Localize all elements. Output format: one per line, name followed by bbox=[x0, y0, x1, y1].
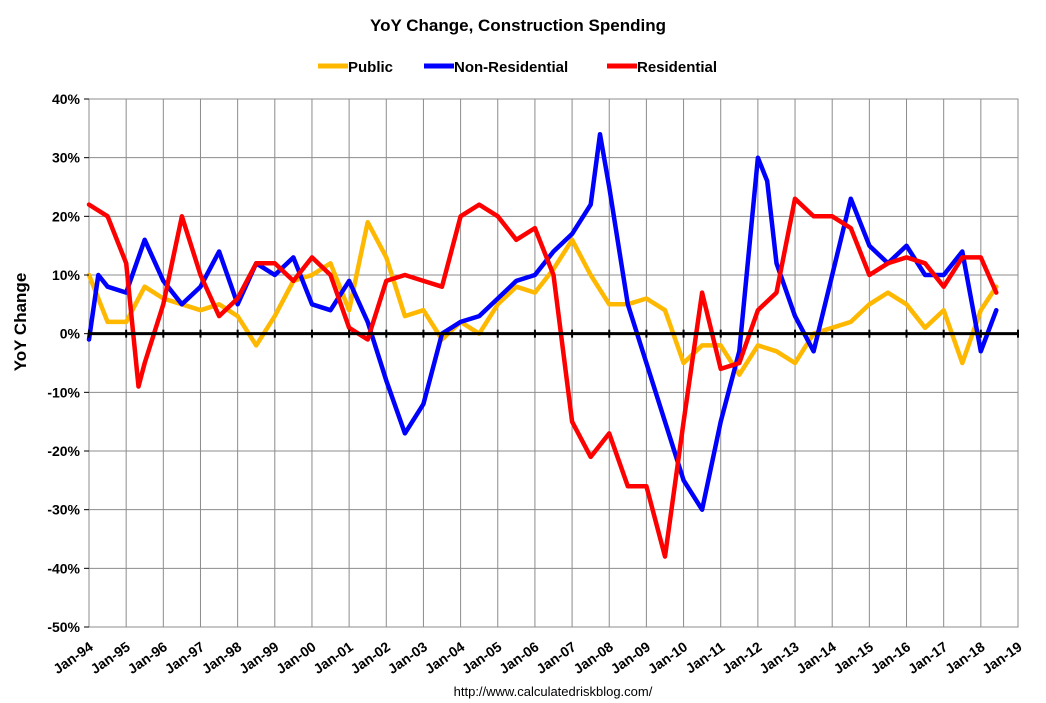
x-tick-label: Jan-08 bbox=[570, 638, 616, 677]
x-tick-label: Jan-10 bbox=[645, 638, 691, 677]
x-tick-label: Jan-95 bbox=[87, 638, 133, 677]
legend-label-public: Public bbox=[348, 59, 393, 76]
legend: Public Non-Residential Residential bbox=[318, 59, 717, 76]
x-tick-label: Jan-04 bbox=[422, 638, 468, 677]
y-tick-label: -50% bbox=[47, 619, 80, 635]
y-tick-label: 0% bbox=[60, 326, 81, 342]
x-tick-label: Jan-11 bbox=[683, 638, 728, 676]
x-tick-label: Jan-99 bbox=[236, 638, 282, 677]
y-tick-label: 30% bbox=[52, 150, 81, 166]
x-tick-label: Jan-00 bbox=[273, 638, 319, 677]
plot-area bbox=[88, 98, 1019, 628]
x-tick-label: Jan-01 bbox=[310, 638, 356, 677]
y-tick-label: 10% bbox=[52, 267, 81, 283]
chart-title: YoY Change, Construction Spending bbox=[370, 16, 666, 35]
y-tick-label: 20% bbox=[52, 208, 81, 224]
legend-label-non-residential: Non-Residential bbox=[454, 59, 568, 76]
x-tick-label: Jan-06 bbox=[496, 638, 542, 677]
x-tick-label: Jan-18 bbox=[942, 638, 988, 677]
residential-line bbox=[86, 196, 999, 559]
x-tick-label: Jan-19 bbox=[979, 638, 1025, 677]
series-layer bbox=[86, 131, 999, 559]
y-tick-label: -10% bbox=[47, 384, 80, 400]
x-tick-label: Jan-14 bbox=[793, 638, 839, 677]
y-tick-label: -30% bbox=[47, 502, 80, 518]
x-tick-label: Jan-02 bbox=[347, 638, 393, 677]
non-residential-line bbox=[86, 131, 999, 512]
y-tick-label: -40% bbox=[47, 560, 80, 576]
y-axis-ticks: 40% 30% 20% 10% 0% -10% -20% -30% -40% -50% bbox=[47, 91, 89, 635]
y-tick-label: -20% bbox=[47, 443, 80, 459]
x-tick-label: Jan-07 bbox=[533, 638, 579, 677]
public-line bbox=[86, 219, 999, 377]
legend-label-residential: Residential bbox=[637, 59, 717, 76]
x-tick-label: Jan-94 bbox=[50, 638, 96, 677]
x-tick-label: Jan-96 bbox=[125, 638, 171, 677]
gridlines bbox=[88, 98, 1019, 628]
y-axis-label: YoY Change bbox=[11, 273, 30, 372]
source-url: http://www.calculatedriskblog.com/ bbox=[454, 684, 653, 699]
x-tick-label: Jan-13 bbox=[756, 638, 802, 677]
y-tick-label: 40% bbox=[52, 91, 81, 107]
x-tick-label: Jan-16 bbox=[868, 638, 914, 677]
x-tick-label: Jan-97 bbox=[162, 638, 208, 677]
x-tick-label: Jan-09 bbox=[608, 638, 654, 677]
x-tick-label: Jan-12 bbox=[719, 638, 765, 677]
x-tick-label: Jan-15 bbox=[831, 638, 877, 677]
x-tick-label: Jan-05 bbox=[459, 638, 505, 677]
x-tick-label: Jan-03 bbox=[385, 638, 431, 677]
x-tick-label: Jan-98 bbox=[199, 638, 245, 677]
x-tick-label: Jan-17 bbox=[905, 638, 951, 677]
